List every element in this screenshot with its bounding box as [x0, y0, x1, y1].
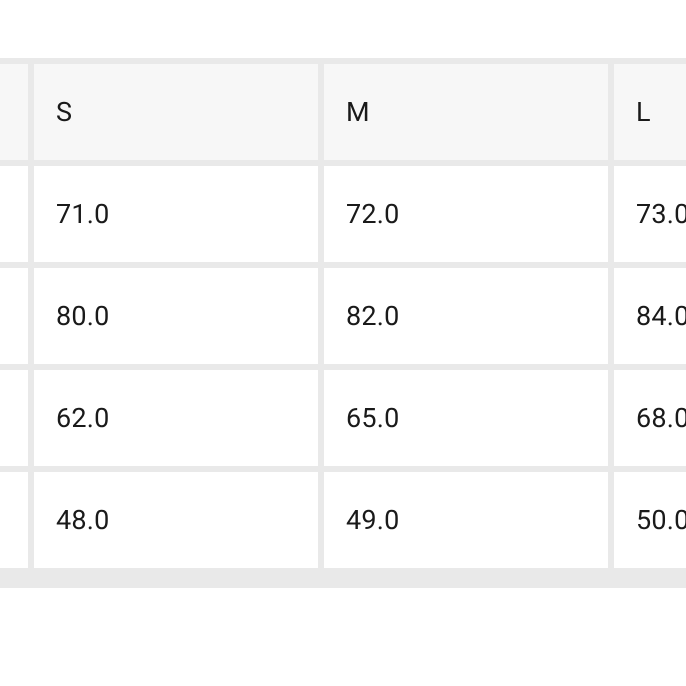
table-header-row: S M L: [0, 64, 686, 160]
table-row: 71.0 72.0 73.0: [0, 166, 686, 262]
table-row: 62.0 65.0 68.0: [0, 370, 686, 466]
table-cell: 82.0: [324, 268, 608, 364]
table-cell: 49.0: [324, 472, 608, 568]
table-row: 48.0 49.0 50.0: [0, 472, 686, 568]
table-cell: 84.0: [614, 268, 686, 364]
table-cell: 80.0: [34, 268, 318, 364]
row-leading-gap: [0, 166, 28, 262]
column-header-s: S: [34, 64, 318, 160]
table-cell: 68.0: [614, 370, 686, 466]
table-cell: 50.0: [614, 472, 686, 568]
row-leading-gap: [0, 370, 28, 466]
header-leading-gap: [0, 64, 28, 160]
table-row: 80.0 82.0 84.0: [0, 268, 686, 364]
size-table: S M L 71.0 72.0 73.0 80.0 82.0 84.0 62.0: [0, 58, 686, 574]
size-table-wrapper: S M L 71.0 72.0 73.0 80.0 82.0 84.0 62.0: [0, 58, 686, 574]
column-header-m: M: [324, 64, 608, 160]
table-cell: 73.0: [614, 166, 686, 262]
table-cell: 48.0: [34, 472, 318, 568]
table-cell: 71.0: [34, 166, 318, 262]
row-leading-gap: [0, 268, 28, 364]
row-leading-gap: [0, 472, 28, 568]
table-cell: 72.0: [324, 166, 608, 262]
table-cell: 62.0: [34, 370, 318, 466]
table-cell: 65.0: [324, 370, 608, 466]
column-header-l: L: [614, 64, 686, 160]
